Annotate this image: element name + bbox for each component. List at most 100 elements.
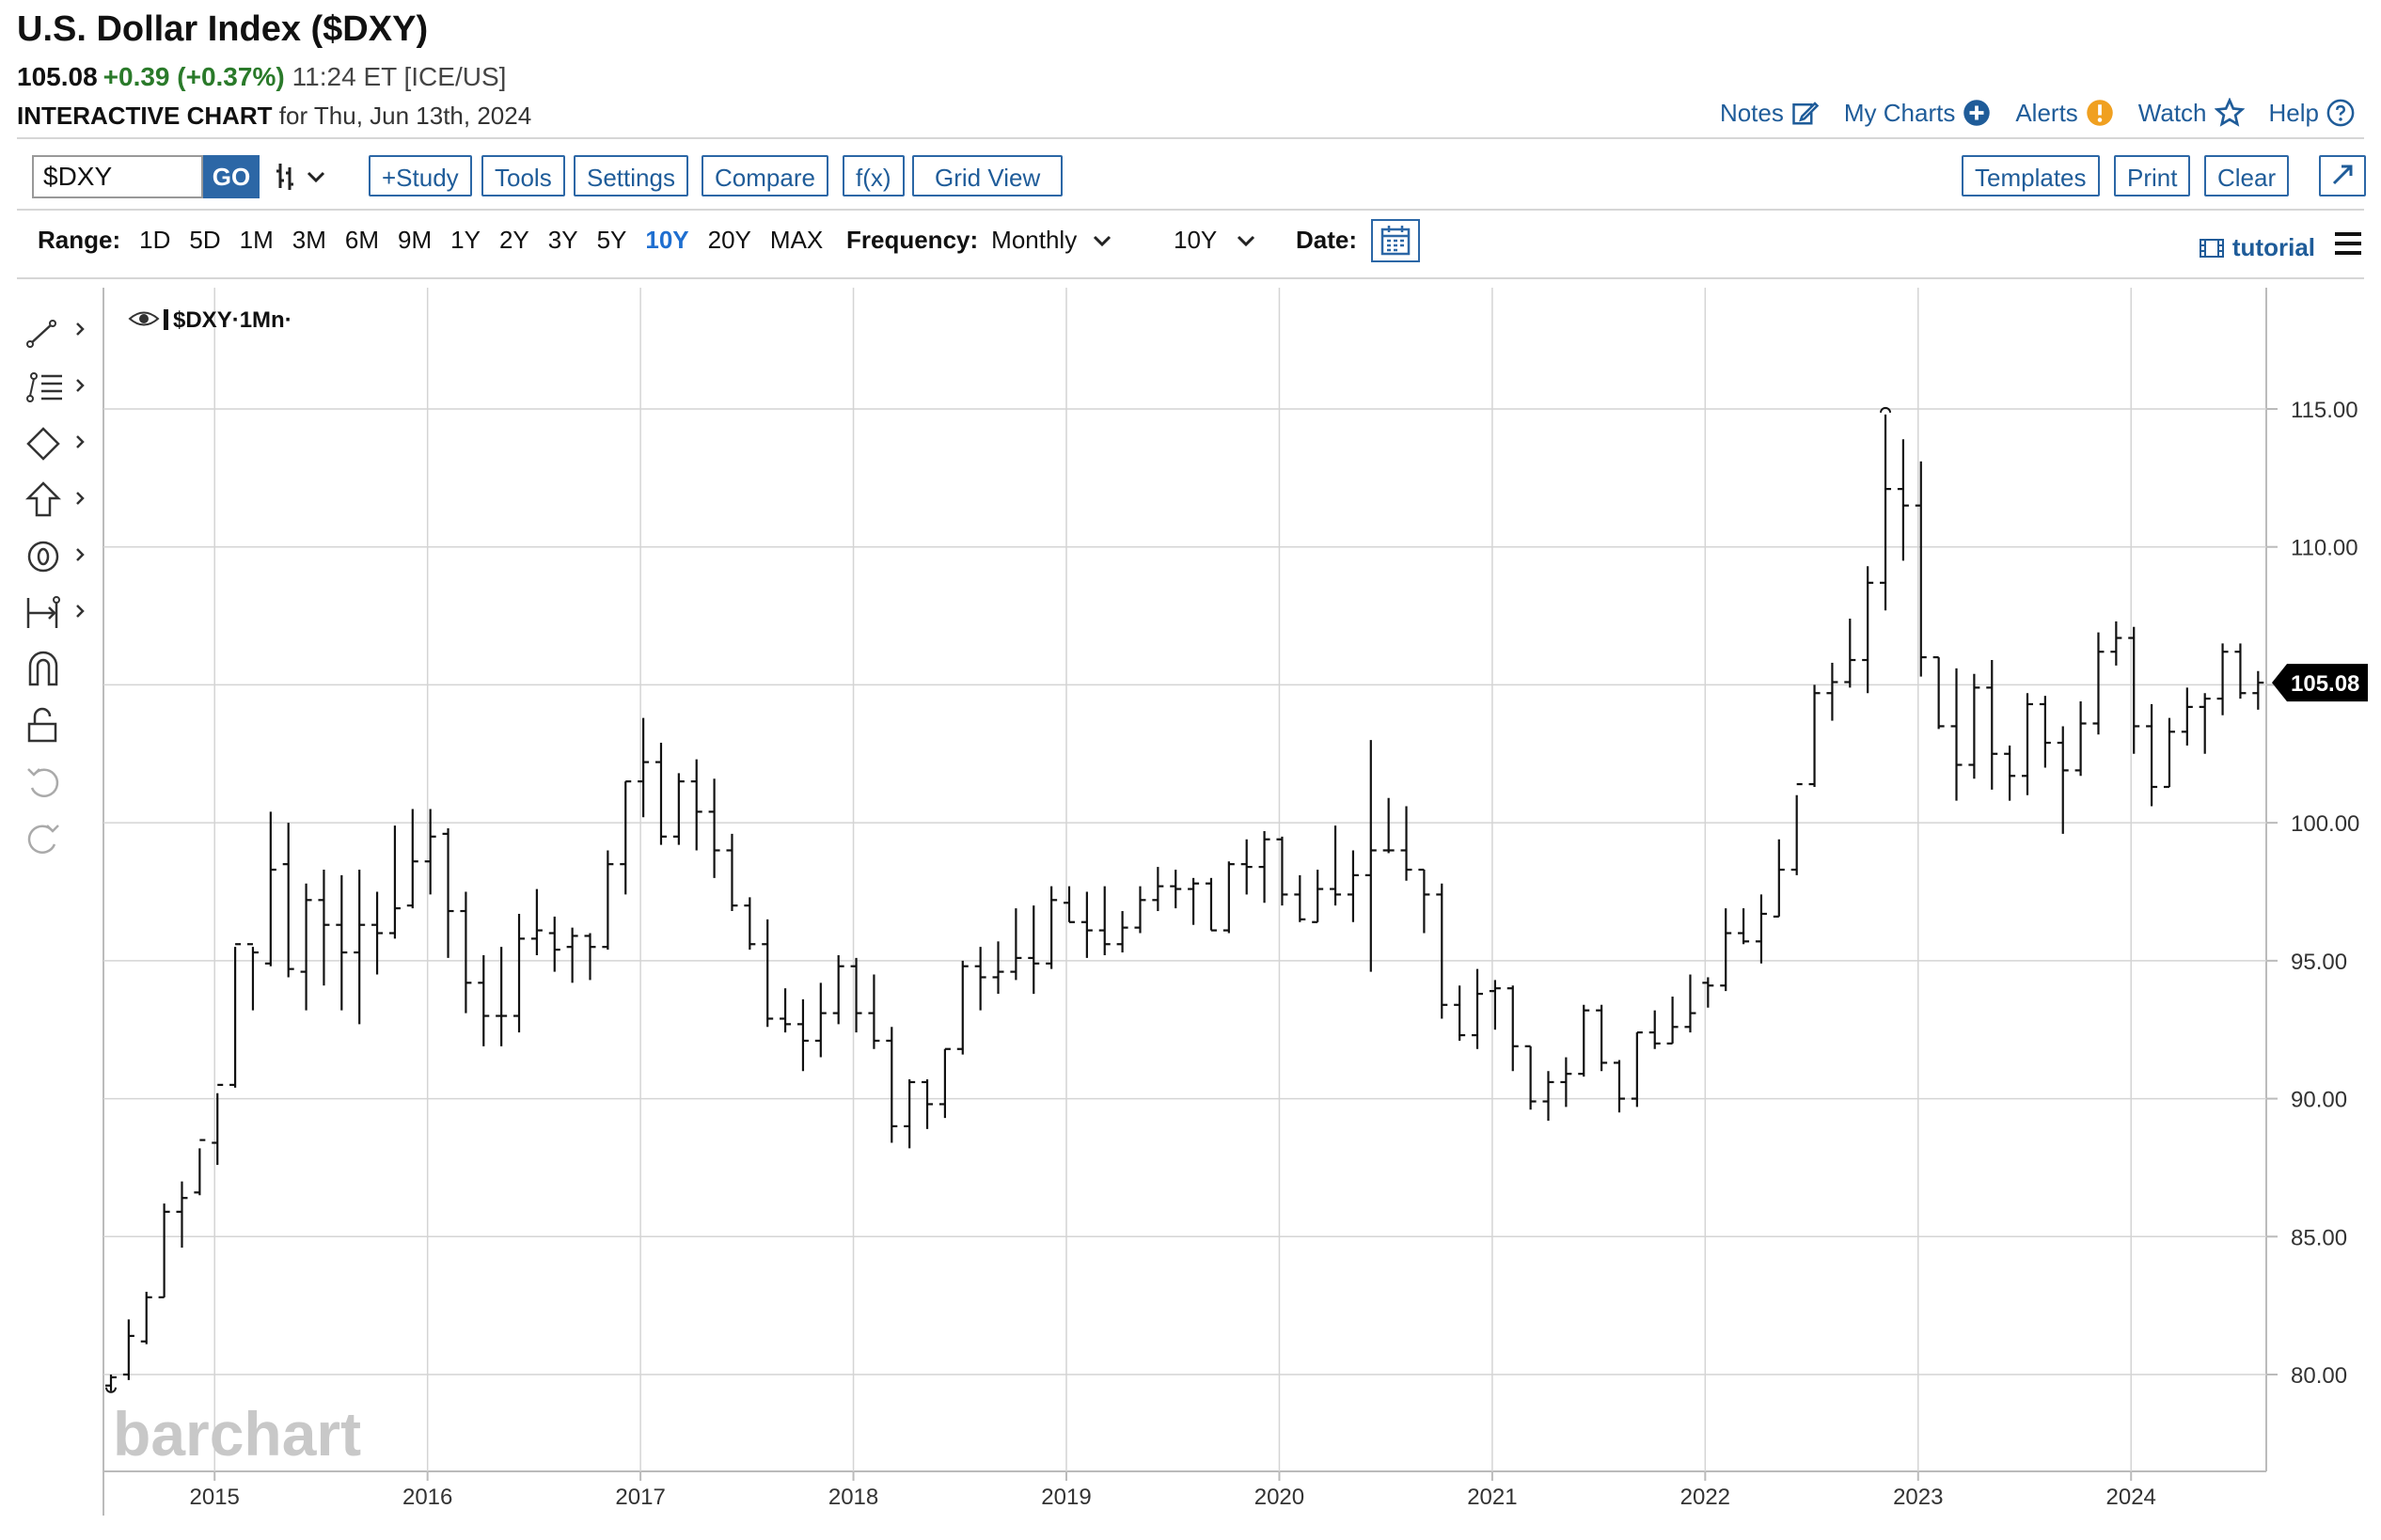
settings-button[interactable]: Settings [574,155,688,196]
ohlc-bar [1134,886,1146,934]
ohlc-bar [850,957,862,1033]
y-tick-label: 100.00 [2291,811,2359,837]
x-tick-label: 2015 [190,1485,240,1510]
x-tick-label: 2024 [2106,1485,2156,1510]
ohlc-bar [2004,745,2016,801]
ohlc-bar [726,833,738,912]
clear-button[interactable]: Clear [2204,155,2290,196]
frequency-select[interactable]: Frequency: Monthly [846,226,1114,255]
last-price-label: 105.08 [2291,671,2359,697]
ohlc-bar [1755,894,1767,964]
ohlc-bar [1240,839,1253,895]
high-marker [1880,406,1892,414]
undo-icon[interactable] [24,762,100,803]
ohlc-bar [1862,566,1874,694]
help-icon [2326,99,2355,127]
ohlc-bar [2234,643,2247,699]
ohlc-bar [796,998,809,1072]
quote-time: 11:24 ET [ICE/US] [292,62,507,91]
y-tick-label: 85.00 [2291,1225,2347,1250]
toolbar-divider [17,209,2364,211]
ohlc-bar [938,1047,951,1119]
fib-tool[interactable] [24,367,100,408]
ohlc-bar [1880,414,1892,611]
symbol-input[interactable]: $DXY [32,155,203,198]
chevron-down-icon [1238,235,1255,246]
x-tick-label: 2018 [828,1485,878,1510]
date-picker-button[interactable] [1371,219,1420,262]
alerts-label: Alerts [2015,98,2078,127]
ohlc-bar [1631,1031,1643,1108]
annotation-tool[interactable] [24,536,100,577]
lock-icon[interactable] [24,705,100,746]
ohlc-bar [974,947,986,1011]
range-option-6m[interactable]: 6M [344,226,379,254]
print-button[interactable]: Print [2114,155,2191,196]
alerts-link[interactable]: Alerts [2015,99,2113,128]
ohlc-bar [672,773,685,845]
ohlc-bar [1844,619,1856,688]
range-option-5y[interactable]: 5Y [596,226,627,254]
shape-tool[interactable] [24,423,100,464]
ohlc-bar [1542,1071,1554,1122]
chart-type-icon[interactable] [275,160,333,194]
interactive-chart-label: INTERACTIVE CHART for Thu, Jun 13th, 202… [17,102,531,131]
ohlc-bar [654,743,667,845]
magnet-icon[interactable] [24,649,100,690]
range-bar: Range: 1D 5D 1M 3M 6M 9M 1Y 2Y 3Y 5Y 10Y 20Y MAX [38,226,842,255]
notes-link[interactable]: Notes [1720,99,1820,128]
help-label: Help [2268,98,2319,127]
line-tool[interactable] [24,310,100,352]
study-button[interactable]: +Study [369,155,472,196]
expand-button[interactable] [2319,155,2366,196]
x-tick-label: 2017 [615,1485,665,1510]
range-option-1d[interactable]: 1D [139,226,171,254]
y-tick-label: 95.00 [2291,950,2347,975]
ohlc-bar [1010,908,1022,981]
go-button[interactable]: GO [203,155,260,198]
ohlc-bar [1080,891,1093,958]
y-tick-label: 90.00 [2291,1088,2347,1113]
eye-icon[interactable] [128,311,160,326]
menu-icon[interactable] [2334,231,2362,256]
range-option-1m[interactable]: 1M [239,226,274,254]
ohlc-bar [2252,670,2264,710]
tools-button[interactable]: Tools [481,155,565,196]
redo-icon[interactable] [24,818,100,859]
y-tick-label: 110.00 [2291,536,2358,561]
compare-button[interactable]: Compare [702,155,828,196]
range-option-2y[interactable]: 2Y [498,226,529,254]
my-charts-link[interactable]: My Charts [1844,99,1991,128]
ohlc-bar [1596,1004,1608,1072]
ohlc-bar [2039,696,2051,768]
calendar-icon [1380,226,1411,256]
range-option-5d[interactable]: 5D [189,226,221,254]
range-option-9m[interactable]: 9M [398,226,433,254]
tutorial-link[interactable]: tutorial [2199,233,2315,262]
templates-button[interactable]: Templates [1962,155,2100,196]
ohlc-bar [922,1079,934,1129]
fx-button[interactable]: f(x) [843,155,905,196]
help-link[interactable]: Help [2269,99,2355,128]
watch-link[interactable]: Watch [2138,98,2245,128]
ohlc-bar [2199,693,2211,754]
chart-legend: $DXY·1Mn· [128,307,292,333]
measure-tool[interactable] [24,592,100,634]
range-option-3m[interactable]: 3M [292,226,326,254]
ohlc-bar [886,1027,898,1143]
ohlc-bar [1808,684,1821,787]
ohlc-bar [1400,806,1412,881]
range-option-1y[interactable]: 1Y [450,226,481,254]
range-option-10y[interactable]: 10Y [645,226,689,254]
legend-swatch [164,309,168,330]
range-option-20y[interactable]: 20Y [707,226,751,254]
ohlc-bar [762,919,774,1028]
arrow-tool[interactable] [24,479,100,521]
ohlc-bar [1152,867,1164,912]
ohlc-bar [992,941,1004,995]
range-option-max[interactable]: MAX [769,226,824,254]
period-select[interactable]: 10Y [1174,226,1258,255]
range-option-3y[interactable]: 3Y [547,226,578,254]
grid-view-button[interactable]: Grid View [912,155,1064,196]
